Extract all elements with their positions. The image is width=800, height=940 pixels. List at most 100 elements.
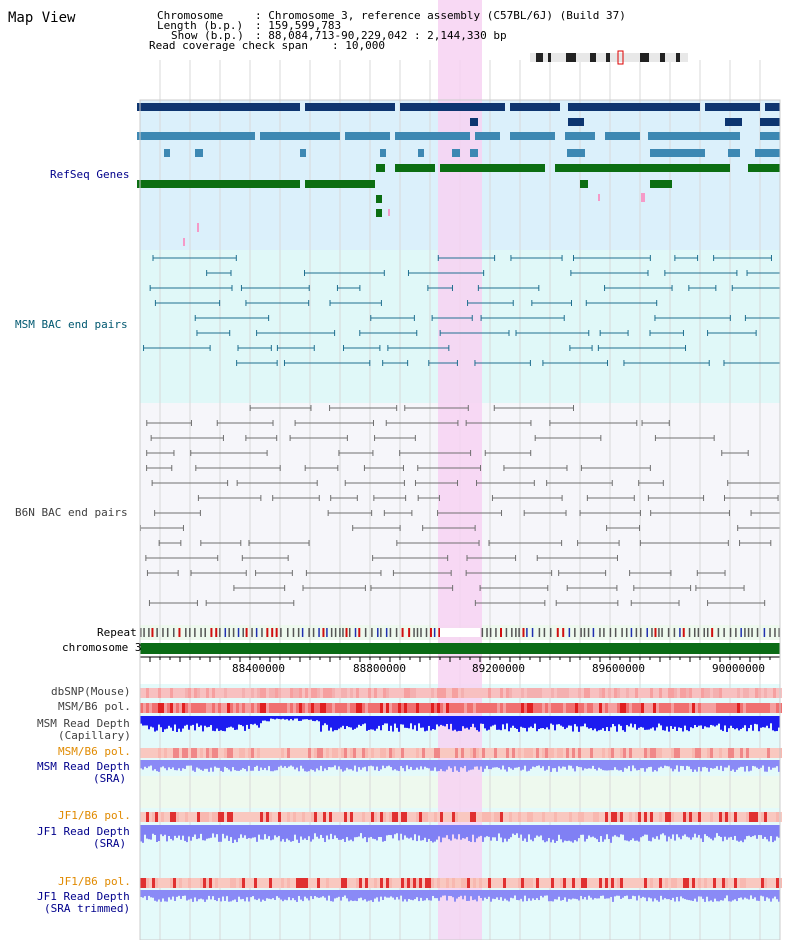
jf1-trimmed-depth bbox=[618, 890, 620, 896]
jf1-b6-pol-heat bbox=[773, 878, 776, 888]
jf1-sra-depth bbox=[382, 825, 384, 842]
track-label-jf1-b6-pol-2[interactable]: JF1/B6 pol. bbox=[58, 875, 131, 888]
jf1-b6-pol-heat bbox=[200, 812, 203, 822]
track-label-msm-b6-pol-2[interactable]: MSM/B6 pol. bbox=[58, 745, 131, 758]
repeat-mark bbox=[413, 628, 415, 637]
jf1-sra-depth bbox=[510, 825, 512, 838]
repeat-mark bbox=[640, 628, 642, 637]
jf1-trimmed-depth bbox=[772, 890, 774, 899]
dbsnp-heat bbox=[494, 688, 497, 698]
jf1-b6-pol-heat bbox=[341, 812, 344, 822]
msm-capillary-depth bbox=[586, 716, 588, 728]
msm-b6-pol-heat bbox=[242, 703, 245, 713]
jf1-b6-pol-heat bbox=[146, 812, 149, 822]
msm-b6-pol-heat bbox=[446, 703, 449, 713]
msm-b6-pol-heat bbox=[140, 703, 143, 713]
jf1-sra-depth bbox=[568, 825, 570, 841]
msm-b6-pol-heat bbox=[494, 703, 497, 713]
msm-capillary-depth bbox=[702, 716, 704, 729]
msm-sra-depth bbox=[238, 760, 240, 771]
dbsnp-heat bbox=[383, 688, 386, 698]
msm-b6-pol-heat bbox=[278, 703, 281, 713]
track-label-jf1-depth-sra[interactable]: JF1 Read Depth bbox=[37, 825, 130, 838]
track-label-b6n-bac[interactable]: B6N BAC end pairs bbox=[15, 506, 128, 519]
jf1-b6-pol-heat bbox=[221, 812, 224, 822]
jf1-b6-pol-heat bbox=[752, 878, 755, 888]
track-label-msm-bac[interactable]: MSM BAC end pairs bbox=[15, 318, 128, 331]
dbsnp-heat bbox=[437, 688, 440, 698]
jf1-b6-pol-heat bbox=[413, 878, 416, 888]
gene-model bbox=[475, 132, 500, 140]
msm-b6-pol-heat bbox=[773, 703, 776, 713]
jf1-trimmed-depth bbox=[754, 890, 756, 898]
msm-sra-depth bbox=[752, 760, 754, 766]
dbsnp-heat bbox=[188, 688, 191, 698]
jf1-sra-depth bbox=[750, 825, 752, 838]
jf1-sra-depth bbox=[396, 825, 398, 834]
jf1-trimmed-depth bbox=[374, 890, 376, 899]
track-label-repeat[interactable]: Repeat bbox=[97, 626, 137, 639]
msm-capillary-depth bbox=[456, 716, 458, 732]
jf1-b6-pol-heat bbox=[224, 878, 227, 888]
track-label-refseq[interactable]: RefSeq Genes bbox=[50, 168, 130, 181]
msm-sra-depth bbox=[610, 760, 612, 771]
jf1-b6-pol-heat bbox=[674, 812, 677, 822]
jf1-trimmed-depth bbox=[766, 890, 768, 898]
track-label-jf1-depth-trimmed[interactable]: JF1 Read Depth bbox=[37, 890, 130, 903]
track-label-msm-depth-capillary[interactable]: MSM Read Depth bbox=[37, 717, 130, 730]
msm-capillary-depth bbox=[746, 716, 748, 732]
track-label-msm-b6-pol-1[interactable]: MSM/B6 pol. bbox=[58, 700, 131, 713]
jf1-sra-depth bbox=[434, 825, 436, 842]
jf1-trimmed-depth bbox=[546, 890, 548, 896]
msm-capillary-depth bbox=[714, 716, 716, 727]
msm-capillary-depth bbox=[502, 716, 504, 725]
jf1-sra-depth bbox=[774, 825, 776, 841]
msm-b6-pol-heat bbox=[206, 703, 209, 713]
msm-b6-pol-heat bbox=[218, 748, 221, 758]
msm-b6-pol-heat bbox=[617, 703, 620, 713]
msm-b6-pol-heat bbox=[212, 748, 215, 758]
msm-capillary-depth bbox=[220, 716, 222, 731]
repeat-mark bbox=[237, 628, 240, 637]
msm-capillary-depth bbox=[142, 716, 144, 726]
jf1-trimmed-depth bbox=[234, 890, 236, 900]
repeat-mark bbox=[210, 628, 213, 637]
msm-b6-pol-heat bbox=[716, 703, 719, 713]
jf1-b6-pol-heat bbox=[494, 878, 497, 888]
msm-capillary-depth bbox=[458, 716, 460, 731]
track-label-jf1-b6-pol-1[interactable]: JF1/B6 pol. bbox=[58, 809, 131, 822]
jf1-sra-depth bbox=[460, 825, 462, 840]
dbsnp-heat bbox=[245, 688, 248, 698]
msm-capillary-depth bbox=[688, 716, 690, 732]
jf1-b6-pol-heat bbox=[770, 812, 773, 822]
msm-sra-depth bbox=[274, 760, 276, 771]
msm-capillary-depth bbox=[166, 716, 168, 729]
msm-capillary-depth bbox=[622, 716, 624, 731]
gene-model bbox=[725, 118, 742, 126]
jf1-sra-depth bbox=[468, 825, 470, 841]
jf1-b6-pol-heat bbox=[407, 812, 410, 822]
jf1-b6-pol-heat bbox=[737, 812, 740, 822]
msm-b6-pol-heat bbox=[542, 703, 545, 713]
track-label-msm-depth-sra[interactable]: MSM Read Depth bbox=[37, 760, 130, 773]
jf1-sra-depth bbox=[688, 825, 690, 838]
track-label-chromosome[interactable]: chromosome 3 bbox=[62, 641, 142, 654]
jf1-b6-pol-heat bbox=[644, 812, 647, 822]
dbsnp-heat bbox=[413, 688, 416, 698]
msm-capillary-depth bbox=[306, 716, 308, 720]
msm-b6-pol-heat bbox=[704, 703, 707, 713]
dbsnp-heat bbox=[356, 688, 359, 698]
msm-capillary-depth bbox=[510, 716, 512, 728]
jf1-sra-depth bbox=[556, 825, 558, 841]
jf1-trimmed-depth bbox=[286, 890, 288, 901]
jf1-b6-pol-heat bbox=[419, 812, 422, 822]
gene-model bbox=[376, 164, 385, 172]
track-label-dbsnp[interactable]: dbSNP(Mouse) bbox=[51, 685, 131, 698]
msm-b6-pol-heat bbox=[539, 748, 542, 758]
repeat-mark bbox=[425, 628, 428, 637]
msm-sra-depth bbox=[582, 760, 584, 771]
msm-capillary-depth bbox=[698, 716, 700, 726]
jf1-trimmed-depth bbox=[502, 890, 504, 901]
msm-b6-pol-heat bbox=[305, 703, 308, 713]
